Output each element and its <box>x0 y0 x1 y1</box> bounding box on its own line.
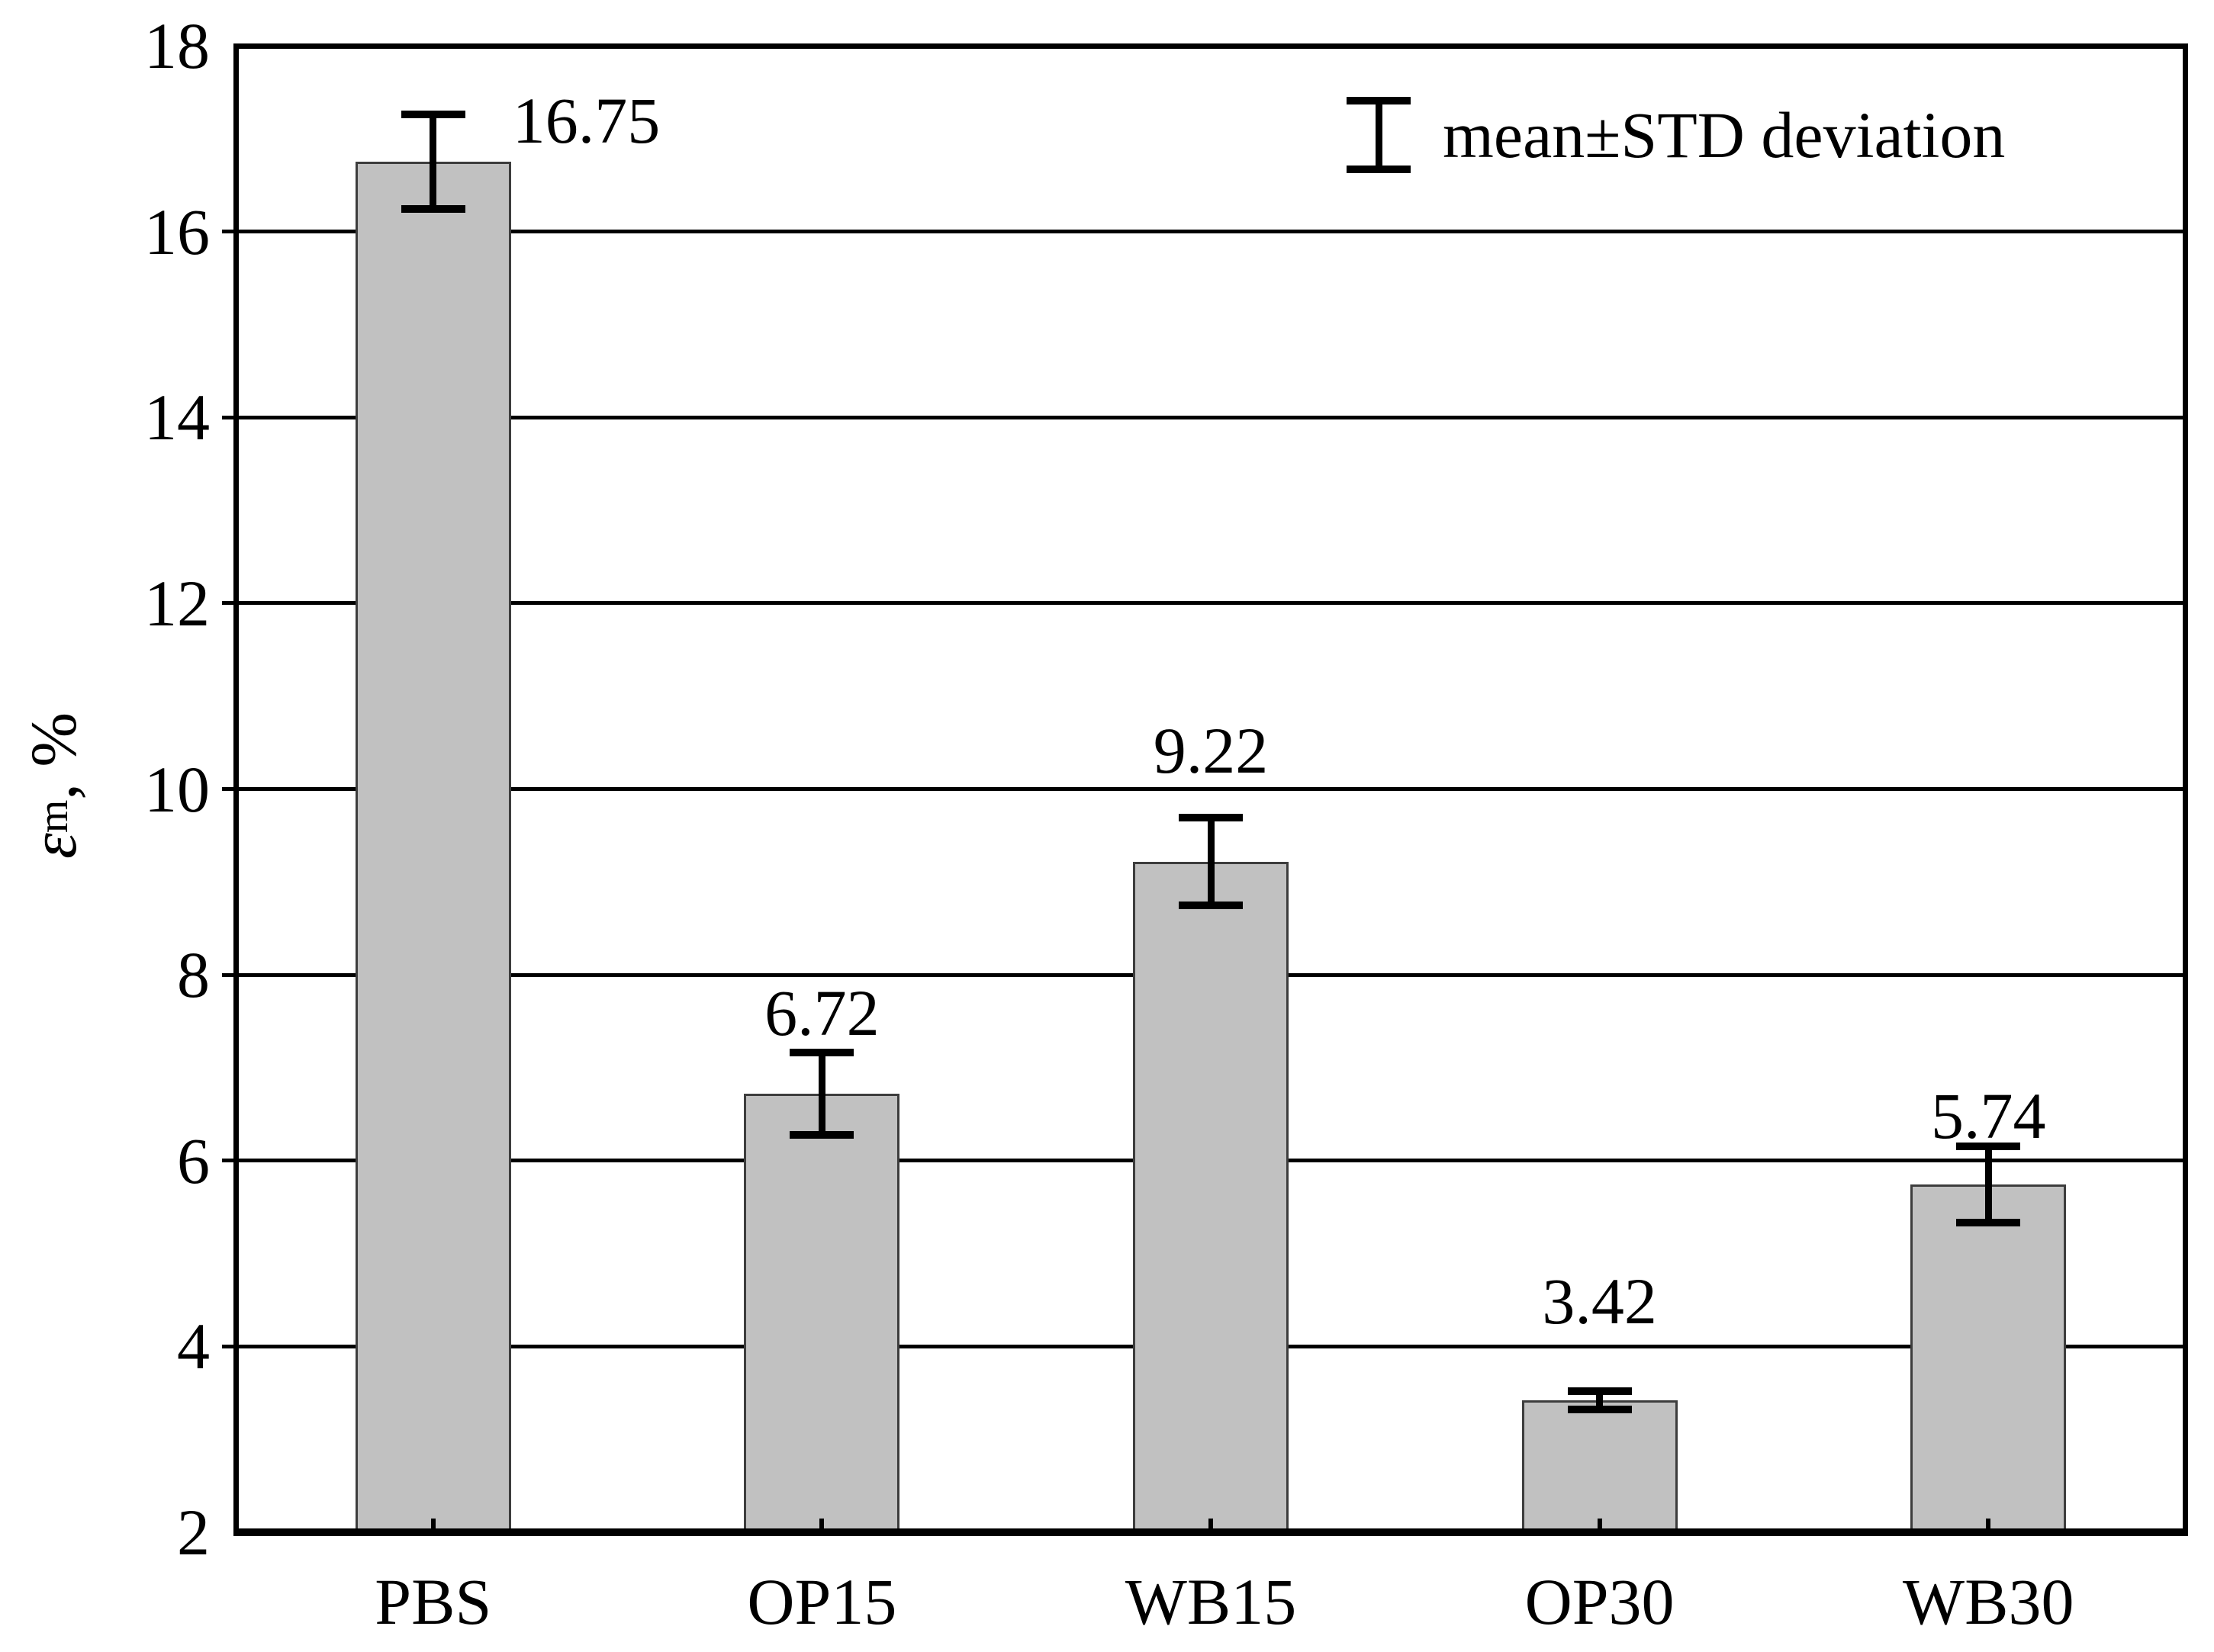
gridline <box>237 415 2183 419</box>
error-bar-bottom-cap <box>790 1130 854 1139</box>
y-tick-label: 6 <box>177 1123 210 1197</box>
legend-label: mean±STD deviation <box>1443 98 2006 172</box>
error-bar-stem <box>1984 1146 1992 1223</box>
bar-op30 <box>1521 1400 1678 1532</box>
error-bar-icon-bottom-cap <box>1347 166 1411 173</box>
value-label-wb30: 5.74 <box>1930 1079 2046 1153</box>
error-bar-stem <box>430 114 437 210</box>
error-bar-top-cap <box>790 1049 854 1057</box>
x-tick-mark <box>430 1519 436 1529</box>
x-tick-mark <box>1597 1519 1602 1529</box>
y-axis-epsilon: ε <box>17 833 90 860</box>
x-tick-mark <box>1208 1519 1213 1529</box>
error-bar-bottom-cap <box>1179 901 1243 909</box>
gridline <box>237 230 2183 234</box>
gridline <box>237 787 2183 791</box>
value-label-wb15: 9.22 <box>1153 714 1269 788</box>
gridline <box>237 601 2183 606</box>
y-tick-mark <box>222 1159 234 1163</box>
value-label-op30: 3.42 <box>1542 1264 1657 1338</box>
legend: mean±STD deviation <box>1347 97 2005 173</box>
y-tick-mark <box>222 601 234 606</box>
error-bar-bottom-cap <box>1956 1219 2021 1227</box>
error-bar-top-cap <box>1567 1387 1632 1395</box>
bar-op15 <box>744 1094 900 1532</box>
error-bar-bottom-cap <box>401 205 465 214</box>
y-tick-label: 12 <box>144 566 210 640</box>
y-tick-label: 8 <box>177 938 210 1012</box>
error-bar-stem <box>1207 818 1215 905</box>
y-tick-label: 16 <box>144 194 210 268</box>
x-tick-mark <box>1986 1519 1991 1529</box>
x-tick-mark <box>819 1519 825 1529</box>
bar-pbs <box>355 162 511 1532</box>
y-tick-mark <box>222 230 234 234</box>
bar-wb30 <box>1910 1184 2067 1532</box>
x-tick-label-wb15: WB15 <box>1125 1565 1297 1638</box>
y-tick-mark <box>222 415 234 419</box>
bar-wb15 <box>1133 861 1289 1532</box>
y-tick-label: 2 <box>177 1496 210 1569</box>
error-bar-top-cap <box>401 111 465 119</box>
y-tick-mark <box>222 1344 234 1348</box>
y-tick-mark <box>222 972 234 977</box>
error-bar-icon <box>1347 97 1411 173</box>
value-label-op15: 6.72 <box>764 976 880 1050</box>
y-tick-label: 10 <box>144 752 210 826</box>
error-bar-bottom-cap <box>1567 1406 1632 1414</box>
x-tick-label-pbs: PBS <box>375 1565 492 1638</box>
y-tick-label: 18 <box>144 9 210 82</box>
error-bar-top-cap <box>1956 1143 2021 1151</box>
x-tick-label-op30: OP30 <box>1524 1565 1675 1638</box>
y-tick-label: 4 <box>177 1310 210 1384</box>
error-bar-stem <box>1596 1390 1604 1410</box>
error-bar-top-cap <box>1179 814 1243 822</box>
x-tick-label-wb30: WB30 <box>1902 1565 2074 1638</box>
value-label-pbs: 16.75 <box>512 84 661 158</box>
error-bar-stem <box>818 1053 825 1135</box>
error-bar-icon-stem <box>1376 97 1382 173</box>
y-tick-mark <box>222 787 234 791</box>
x-tick-label-op15: OP15 <box>747 1565 897 1638</box>
y-tick-label: 14 <box>144 381 210 455</box>
